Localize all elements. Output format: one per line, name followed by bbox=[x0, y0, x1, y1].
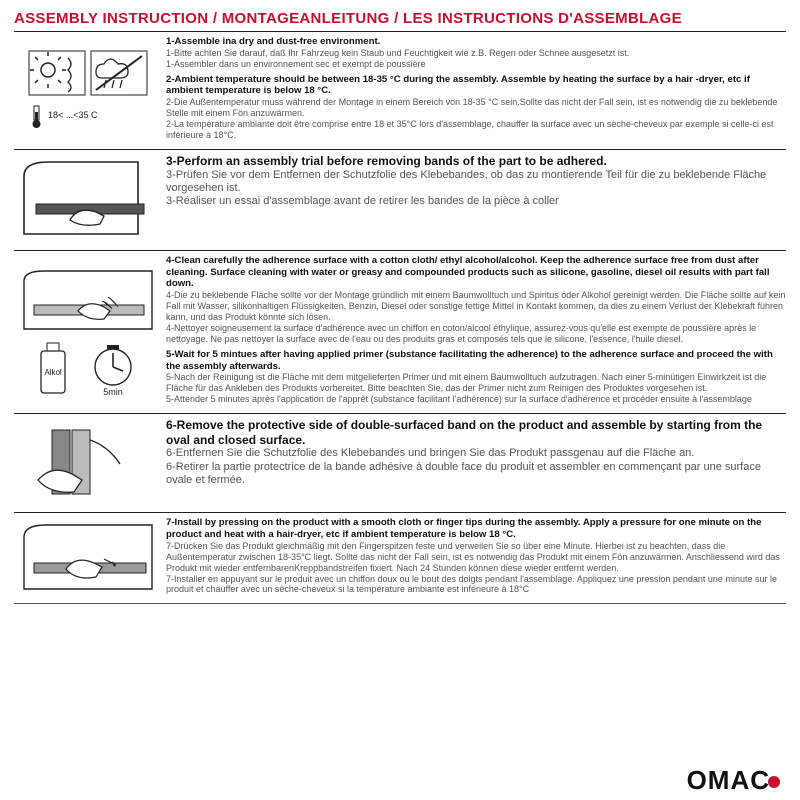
step-5-sub-fr: 5-Attender 5 minutes après l'application… bbox=[166, 394, 786, 405]
step-text-3: 3-Perform an assembly trial before remov… bbox=[162, 154, 786, 246]
brand-logo-dot bbox=[768, 776, 780, 788]
step-2-sub-fr: 2-La température ambiante doit être comp… bbox=[166, 119, 786, 141]
step-2: 2-Ambient temperature should be between … bbox=[166, 74, 786, 141]
door-sill-icon bbox=[18, 156, 158, 244]
no-rain-icon bbox=[90, 50, 148, 96]
sun-icon bbox=[28, 50, 86, 96]
illustration-trial bbox=[14, 154, 162, 246]
peel-tape-icon bbox=[18, 420, 158, 506]
illustration-peel bbox=[14, 418, 162, 508]
illustration-press bbox=[14, 517, 162, 599]
cleaning-icon bbox=[18, 265, 158, 335]
step-text-7: 7-Install by pressing on the product wit… bbox=[162, 517, 786, 599]
step-6-sub-fr: 6-Retirer la partie protectrice de la ba… bbox=[166, 461, 786, 488]
step-3-lead: 3-Perform an assembly trial before remov… bbox=[166, 154, 786, 169]
step-row-4-5: Alkol 5min 4-Clean carefully the adheren… bbox=[14, 251, 786, 413]
step-2-lead: 2-Ambient temperature should be between … bbox=[166, 74, 786, 97]
alcohol-label: Alkol bbox=[44, 368, 62, 377]
illustration-env-temp: 18< ...<35 C bbox=[14, 36, 162, 145]
step-row-1-2: 18< ...<35 C 1-Assemble ina dry and dust… bbox=[14, 32, 786, 149]
divider bbox=[14, 603, 786, 604]
step-4-sub-fr: 4-Nettoyer soigneusement la surface d'ad… bbox=[166, 323, 786, 345]
timer-label: 5min bbox=[103, 387, 123, 397]
step-text-4-5: 4-Clean carefully the adherence surface … bbox=[162, 255, 786, 409]
thermo-label: 18< ...<35 C bbox=[48, 110, 98, 120]
step-6-lead: 6-Remove the protective side of double-s… bbox=[166, 418, 786, 447]
step-4-lead: 4-Clean carefully the adherence surface … bbox=[166, 255, 786, 290]
page-title: ASSEMBLY INSTRUCTION / MONTAGEANLEITUNG … bbox=[14, 10, 786, 31]
footer: OMAC bbox=[14, 761, 786, 796]
step-row-6: 6-Remove the protective side of double-s… bbox=[14, 414, 786, 512]
step-7-sub-de: 7-Drücken Sie das Produkt gleichmäßig mi… bbox=[166, 541, 786, 574]
step-3-sub-fr: 3-Réaliser un essai d'assemblage avant d… bbox=[166, 195, 786, 208]
thermometer-icon: 18< ...<35 C bbox=[28, 100, 148, 130]
timer-icon: 5min bbox=[83, 339, 143, 399]
step-6-sub-de: 6-Entfernen Sie die Schutzfolie des Kleb… bbox=[166, 447, 786, 460]
step-1-lead: 1-Assemble ina dry and dust-free environ… bbox=[166, 36, 786, 48]
step-5-sub-de: 5-Nach der Reinigung ist die Fläche mit … bbox=[166, 372, 786, 394]
step-row-7: 7-Install by pressing on the product wit… bbox=[14, 513, 786, 603]
step-text-1-2: 1-Assemble ina dry and dust-free environ… bbox=[162, 36, 786, 145]
step-row-3: 3-Perform an assembly trial before remov… bbox=[14, 150, 786, 250]
step-4: 4-Clean carefully the adherence surface … bbox=[166, 255, 786, 345]
step-5: 5-Wait for 5 mintues after having applie… bbox=[166, 349, 786, 405]
illustration-clean-primer: Alkol 5min bbox=[14, 255, 162, 409]
alcohol-bottle-icon: Alkol bbox=[33, 339, 79, 399]
brand-logo-text: OMAC bbox=[687, 765, 770, 796]
step-7-sub-fr: 7-Installer en appuyant sur le produit a… bbox=[166, 574, 786, 596]
press-install-icon bbox=[18, 519, 158, 597]
step-1: 1-Assemble ina dry and dust-free environ… bbox=[166, 36, 786, 70]
step-4-sub-de: 4-Die zu beklebende Fläche sollte vor de… bbox=[166, 290, 786, 323]
instruction-sheet: ASSEMBLY INSTRUCTION / MONTAGEANLEITUNG … bbox=[0, 0, 800, 800]
step-1-sub-de: 1-Bitte achten Sie darauf, daß Ihr Fahrz… bbox=[166, 48, 786, 59]
step-7-lead: 7-Install by pressing on the product wit… bbox=[166, 517, 786, 540]
step-3-sub-de: 3-Prüfen Sie vor dem Entfernen der Schut… bbox=[166, 169, 786, 196]
step-text-6: 6-Remove the protective side of double-s… bbox=[162, 418, 786, 508]
step-2-sub-de: 2-Die Außentemperatur muss während der M… bbox=[166, 97, 786, 119]
brand-logo: OMAC bbox=[687, 765, 780, 796]
step-5-lead: 5-Wait for 5 mintues after having applie… bbox=[166, 349, 786, 372]
step-1-sub-fr: 1-Assembler dans un environnement sec et… bbox=[166, 59, 786, 70]
